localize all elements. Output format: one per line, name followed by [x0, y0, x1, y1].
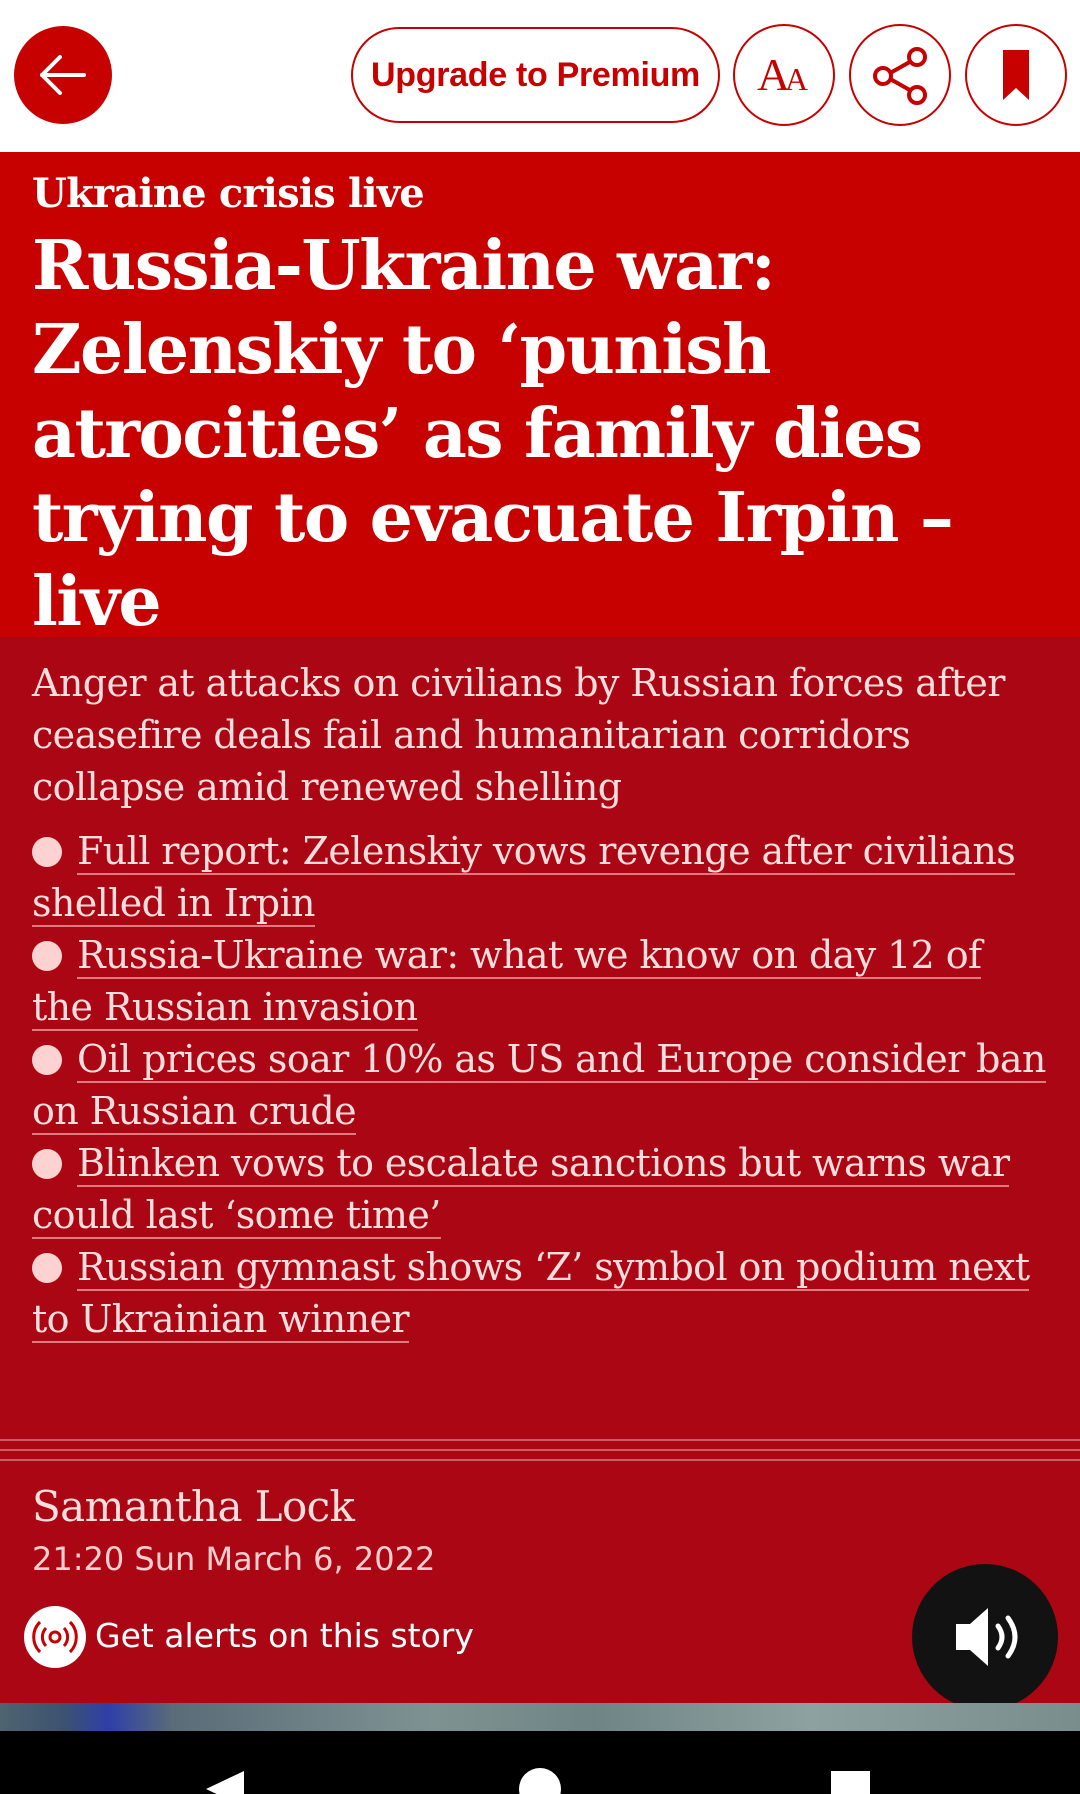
related-link-item: Full report: Zelenskiy vows revenge afte…: [32, 825, 1052, 929]
svg-text:A: A: [785, 61, 808, 97]
bullet-dot: [32, 1045, 62, 1075]
related-link[interactable]: Full report: Zelenskiy vows revenge afte…: [32, 829, 1016, 927]
upgrade-premium-button[interactable]: Upgrade to Premium: [351, 27, 720, 123]
lead-image-preview: [0, 1703, 1080, 1731]
related-links-list: Full report: Zelenskiy vows revenge afte…: [32, 825, 1052, 1345]
text-size-icon: A A: [757, 49, 808, 100]
bookmark-icon: [1003, 50, 1029, 100]
listen-button[interactable]: [912, 1564, 1058, 1710]
related-link[interactable]: Russia-Ukraine war: what we know on day …: [32, 933, 982, 1031]
kicker-label[interactable]: Ukraine crisis live: [32, 170, 425, 217]
related-link[interactable]: Oil prices soar 10% as US and Europe con…: [32, 1037, 1046, 1135]
bullet-dot: [32, 1253, 62, 1283]
author-byline[interactable]: Samantha Lock: [32, 1482, 355, 1531]
broadcast-icon: [24, 1606, 86, 1668]
nav-recents-icon[interactable]: [831, 1771, 870, 1794]
standfirst-section: Anger at attacks on civilians by Russian…: [0, 637, 1080, 1703]
related-link[interactable]: Blinken vows to escalate sanctions but w…: [32, 1141, 1010, 1239]
text-size-button[interactable]: A A: [733, 24, 835, 126]
get-alerts-label: Get alerts on this story: [95, 1616, 474, 1655]
article-standfirst: Anger at attacks on civilians by Russian…: [32, 661, 1005, 809]
speaker-icon: [956, 1608, 1018, 1666]
share-button[interactable]: [849, 24, 951, 126]
arrow-left-icon: [40, 55, 86, 95]
related-link-item: Russian gymnast shows ‘Z’ symbol on podi…: [32, 1241, 1052, 1345]
divider: [0, 1449, 1080, 1451]
share-icon: [873, 47, 927, 105]
divider: [0, 1439, 1080, 1441]
publish-date: 21:20 Sun March 6, 2022: [32, 1540, 436, 1578]
nav-back-icon[interactable]: [206, 1771, 244, 1794]
bullet-dot: [32, 837, 62, 867]
svg-text:A: A: [757, 49, 790, 100]
back-button[interactable]: [14, 26, 112, 124]
related-link-item: Blinken vows to escalate sanctions but w…: [32, 1137, 1052, 1241]
related-link[interactable]: Russian gymnast shows ‘Z’ symbol on podi…: [32, 1245, 1030, 1343]
system-nav-bar: [0, 1731, 1080, 1794]
bullet-dot: [32, 941, 62, 971]
article-toolbar: Upgrade to Premium A A: [0, 0, 1080, 152]
headline-section: Ukraine crisis live Russia-Ukraine war: …: [0, 152, 1080, 642]
article-headline: Russia-Ukraine war: Zelenskiy to ‘punish…: [32, 226, 954, 642]
related-link-item: Oil prices soar 10% as US and Europe con…: [32, 1033, 1052, 1137]
related-link-item: Russia-Ukraine war: what we know on day …: [32, 929, 1052, 1033]
bookmark-button[interactable]: [965, 24, 1067, 126]
bullet-dot: [32, 1149, 62, 1179]
nav-home-icon[interactable]: [519, 1768, 561, 1794]
divider: [0, 1459, 1080, 1461]
